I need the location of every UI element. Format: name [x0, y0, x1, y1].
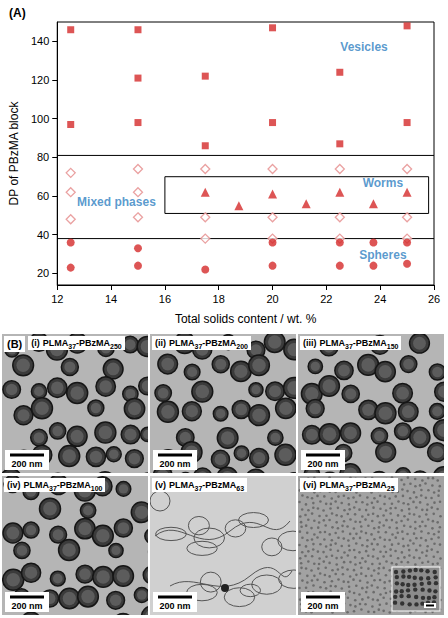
svg-text:20: 20 [37, 267, 49, 279]
svg-text:200 nm: 200 nm [159, 459, 190, 469]
html-text:(iii) PLMA37-PBzMA150: (iii) PLMA37-PBzMA150 [303, 338, 399, 350]
svg-text:200 nm: 200 nm [11, 601, 42, 611]
html-text:(B): (B) [7, 338, 23, 350]
svg-text:12: 12 [51, 293, 63, 305]
svg-text:Vesicles: Vesicles [340, 40, 388, 54]
html-text:(vi) PLMA37-PBzMA25: (vi) PLMA37-PBzMA25 [303, 480, 395, 492]
svg-text:200 nm: 200 nm [11, 459, 42, 469]
svg-text:120: 120 [31, 74, 49, 86]
html-text:(iv) PLMA37-PBzMA100: (iv) PLMA37-PBzMA100 [7, 480, 103, 492]
svg-text:Total solids content / wt. %: Total solids content / wt. % [175, 312, 317, 326]
svg-text:200 nm: 200 nm [159, 601, 190, 611]
svg-text:200 nm: 200 nm [307, 459, 338, 469]
svg-text:26: 26 [428, 293, 440, 305]
html-text:(ii) PLMA37-PBzMA200: (ii) PLMA37-PBzMA200 [155, 338, 248, 350]
html-text:(v) PLMA37-PBzMA63: (v) PLMA37-PBzMA63 [155, 480, 245, 492]
svg-text:80: 80 [37, 151, 49, 163]
svg-text:Mixed phases: Mixed phases [77, 195, 156, 209]
svg-text:24: 24 [374, 293, 386, 305]
svg-text:100: 100 [31, 113, 49, 125]
svg-text:Worms: Worms [363, 176, 404, 190]
svg-text:22: 22 [320, 293, 332, 305]
svg-text:16: 16 [159, 293, 171, 305]
svg-text:140: 140 [31, 35, 49, 47]
svg-text:200 nm: 200 nm [307, 601, 338, 611]
svg-text:14: 14 [105, 293, 117, 305]
html-text:(i) PLMA37-PBzMA250: (i) PLMA37-PBzMA250 [31, 338, 122, 350]
svg-text:40: 40 [37, 229, 49, 241]
svg-text:Spheres: Spheres [359, 248, 407, 262]
svg-text:(A): (A) [9, 6, 26, 20]
svg-text:20: 20 [266, 293, 278, 305]
svg-text:60: 60 [37, 190, 49, 202]
svg-text:DP of PBzMA block: DP of PBzMA block [7, 101, 21, 206]
svg-text:18: 18 [213, 293, 225, 305]
